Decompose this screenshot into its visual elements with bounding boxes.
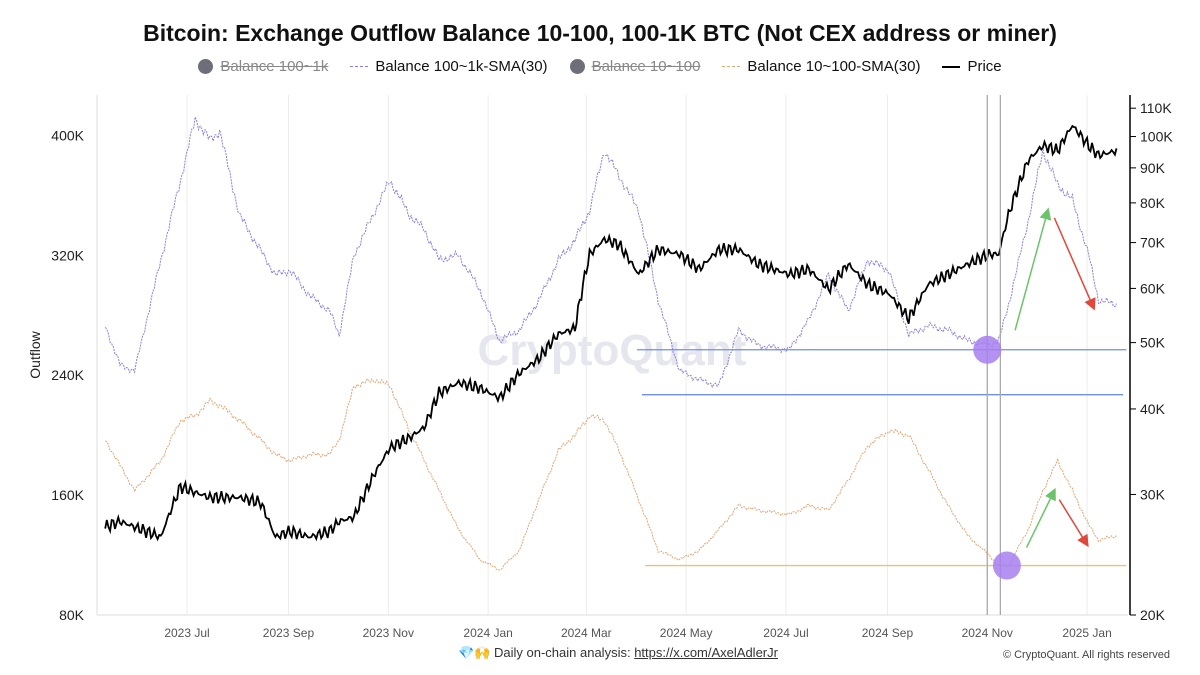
legend-label: Balance 100~1k-SMA(30) bbox=[375, 58, 548, 75]
x-tick-label: 2024 Nov bbox=[962, 626, 1013, 640]
annotation-circle bbox=[992, 551, 1021, 580]
x-tick-label: 2024 Jul bbox=[763, 626, 808, 640]
legend-dot-icon bbox=[569, 59, 585, 74]
footer-link[interactable]: https://x.com/AxelAdlerJr bbox=[634, 645, 778, 660]
legend-item-balance-10-100-sma[interactable]: Balance 10~100-SMA(30) bbox=[722, 58, 920, 75]
y2-tick-label: 50K bbox=[1140, 335, 1166, 351]
x-tick-label: 2023 Nov bbox=[363, 626, 414, 640]
diamond-hands-icon: 💎🙌 bbox=[458, 645, 491, 660]
y-tick-label: 240K bbox=[51, 367, 84, 383]
x-tick-label: 2024 Jan bbox=[463, 626, 512, 640]
y2-tick-label: 20K bbox=[1140, 607, 1166, 623]
y2-tick-label: 40K bbox=[1140, 401, 1166, 417]
chart-title: Bitcoin: Exchange Outflow Balance 10-100… bbox=[143, 20, 1057, 46]
y2-tick-label: 70K bbox=[1140, 235, 1166, 251]
legend-label: Balance 100~1k bbox=[220, 58, 329, 75]
y-tick-label: 80K bbox=[59, 607, 85, 623]
x-tick-label: 2024 May bbox=[660, 626, 713, 640]
x-tick-label: 2025 Jan bbox=[1062, 626, 1111, 640]
annotation-arrow bbox=[1025, 487, 1056, 548]
legend-item-price[interactable]: Price bbox=[942, 58, 1002, 75]
x-tick-label: 2023 Sep bbox=[263, 626, 315, 640]
legend-line-icon bbox=[942, 65, 961, 68]
legend-line-icon bbox=[722, 66, 741, 67]
copyright: © CryptoQuant. All rights reserved bbox=[1002, 649, 1170, 661]
y2-tick-label: 80K bbox=[1140, 195, 1166, 211]
legend-item-balance-10-100[interactable]: Balance 10~100 bbox=[569, 58, 701, 75]
y-tick-label: 400K bbox=[51, 127, 84, 143]
footer: 💎🙌 Daily on-chain analysis: https://x.co… bbox=[458, 645, 778, 661]
y-tick-label: 320K bbox=[51, 247, 84, 263]
legend-item-balance-100-1k[interactable]: Balance 100~1k bbox=[198, 58, 328, 75]
series-line-0 bbox=[104, 116, 1117, 389]
legend-label: Balance 10~100-SMA(30) bbox=[747, 58, 921, 75]
watermark: CryptoQuant bbox=[478, 326, 747, 375]
legend: Balance 100~1k Balance 100~1k-SMA(30) Ba… bbox=[0, 58, 1200, 75]
annotation-circle bbox=[973, 335, 1002, 364]
series-line-2 bbox=[104, 124, 1118, 542]
legend-item-balance-100-1k-sma[interactable]: Balance 100~1k-SMA(30) bbox=[350, 58, 548, 75]
annotation-arrow bbox=[1058, 499, 1089, 548]
y-tick-label: 160K bbox=[51, 487, 84, 503]
footer-text: Daily on-chain analysis: bbox=[494, 645, 635, 660]
y2-tick-label: 110K bbox=[1140, 100, 1172, 116]
x-tick-label: 2024 Mar bbox=[561, 626, 612, 640]
legend-line-icon bbox=[350, 66, 369, 67]
legend-dot-icon bbox=[198, 59, 214, 74]
annotation-arrow bbox=[1014, 207, 1052, 331]
annotation-arrow bbox=[1053, 217, 1096, 311]
x-tick-label: 2024 Sep bbox=[862, 626, 914, 640]
y2-tick-label: 30K bbox=[1140, 486, 1166, 502]
y2-tick-label: 100K bbox=[1140, 129, 1173, 145]
y-axis-label: Outflow bbox=[27, 330, 43, 378]
y2-tick-label: 90K bbox=[1140, 160, 1166, 176]
y2-tick-label: 60K bbox=[1140, 280, 1166, 296]
series-line-1 bbox=[104, 377, 1117, 571]
legend-label: Price bbox=[967, 58, 1002, 75]
x-tick-label: 2023 Jul bbox=[164, 626, 209, 640]
legend-label: Balance 10~100 bbox=[591, 58, 701, 75]
